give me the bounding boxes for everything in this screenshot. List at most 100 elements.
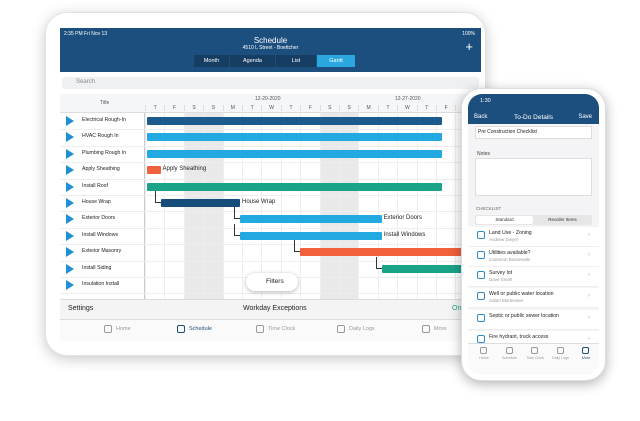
grid-col — [436, 113, 437, 299]
save[interactable]: Save — [578, 114, 592, 120]
checklist-tab[interactable]: Standard — [476, 216, 533, 224]
nav-icon[interactable] — [256, 325, 264, 333]
nav-icon[interactable] — [480, 347, 487, 354]
nav-icon[interactable] — [104, 325, 112, 333]
nav-label[interactable]: Home — [116, 326, 131, 332]
nav-label[interactable]: Home — [479, 356, 489, 360]
on: On — [452, 305, 462, 312]
bar-label: Install Windows — [383, 231, 426, 238]
nav-label[interactable]: Time Clock — [268, 326, 296, 332]
checkbox[interactable] — [477, 271, 485, 279]
nav-icon[interactable] — [505, 347, 513, 354]
chevron: › — [588, 336, 590, 342]
tab[interactable]: Agenda — [230, 55, 275, 67]
row-line — [60, 244, 481, 246]
expand-arrow[interactable] — [66, 148, 74, 159]
chevron: › — [588, 315, 590, 321]
dependency-line — [234, 223, 241, 236]
checkbox[interactable] — [477, 314, 485, 322]
expand-arrow[interactable] — [66, 165, 74, 176]
checkbox[interactable] — [477, 292, 485, 300]
task-name: Exterior Doors — [82, 215, 116, 222]
grid-col — [300, 113, 302, 299]
expand-arrow[interactable] — [66, 247, 74, 258]
item-row[interactable] — [468, 227, 599, 247]
tab[interactable]: Month — [194, 55, 229, 67]
nav-label[interactable]: Schedule — [502, 356, 517, 360]
grid-col — [397, 113, 399, 299]
gantt-bar — [146, 166, 161, 175]
expand-arrow[interactable] — [66, 280, 74, 290]
nav-icon[interactable] — [337, 325, 345, 333]
item-row[interactable] — [468, 310, 599, 330]
gantt-bar — [146, 149, 442, 158]
checklist-tab[interactable]: Reorder Items — [548, 217, 577, 222]
expand-arrow[interactable] — [66, 263, 74, 274]
day-label: S — [183, 105, 203, 111]
checklist: CHECKLIST — [476, 206, 502, 211]
nav-label[interactable]: Daily Logs — [349, 326, 375, 332]
chevron: › — [588, 293, 590, 299]
nav-icon[interactable] — [582, 347, 589, 354]
checkbox[interactable] — [477, 251, 485, 259]
filters[interactable]: Filters — [266, 278, 284, 285]
add-button[interactable]: + — [465, 39, 473, 54]
title: Schedule — [253, 36, 288, 45]
day-label: T — [416, 105, 436, 111]
date-label: 12-27-2020 — [395, 96, 421, 102]
back[interactable]: Back — [474, 114, 488, 120]
nav-icon[interactable] — [177, 325, 185, 333]
status-time: 2:35 PM Fri Nov 13 — [64, 31, 108, 37]
nav-label[interactable]: More — [581, 356, 591, 360]
bar-label: House Wrap — [242, 199, 276, 205]
settings[interactable]: Settings — [68, 305, 94, 312]
day-label: T — [145, 105, 164, 111]
row-line — [60, 293, 481, 295]
row-line — [60, 178, 481, 180]
task-name: HVAC Rough In — [82, 133, 119, 140]
filters-button[interactable] — [246, 273, 298, 291]
expand-arrow[interactable] — [66, 116, 74, 126]
expand-arrow[interactable] — [66, 132, 74, 143]
chevron: › — [588, 232, 590, 238]
grid-col — [145, 113, 146, 299]
day-label: F — [436, 105, 455, 111]
search[interactable]: Search — [76, 79, 96, 85]
expand-arrow[interactable] — [66, 181, 74, 192]
title: To-Do Details — [513, 114, 553, 121]
task-name: Install Siding — [82, 264, 112, 271]
nav-label[interactable]: Time Clock — [526, 356, 544, 360]
search-bar — [62, 77, 479, 89]
expand-arrow[interactable] — [66, 214, 74, 225]
nav-icon[interactable] — [556, 347, 564, 354]
task-name: Insulation Install — [82, 281, 120, 287]
gantt-bar — [240, 215, 382, 224]
grid-col — [455, 113, 457, 299]
tab[interactable]: List — [276, 55, 316, 67]
checkbox[interactable] — [477, 231, 485, 239]
item-row[interactable] — [468, 247, 599, 267]
tab[interactable]: Gantt — [317, 55, 355, 67]
day-label: F — [300, 105, 319, 111]
day-label: S — [339, 105, 358, 111]
nav-label[interactable]: Schedule — [189, 326, 212, 332]
day-label: M — [222, 105, 242, 111]
item-row[interactable] — [468, 288, 599, 308]
item-title: Land Use - Zoning — [489, 230, 532, 236]
nav-icon[interactable] — [422, 325, 430, 333]
nav-label[interactable]: Daily Logs — [552, 356, 569, 360]
workday[interactable]: Workday Exceptions — [243, 305, 307, 312]
nav-label[interactable]: More — [434, 326, 447, 332]
item-title: Well or public water location — [489, 291, 554, 297]
grid-col — [261, 113, 263, 299]
notes-box[interactable] — [475, 158, 592, 196]
nav-icon[interactable] — [531, 347, 538, 354]
checkbox[interactable] — [477, 335, 485, 343]
field-box — [475, 126, 592, 139]
row-line — [60, 145, 481, 147]
item-assignee: Dave Smith — [489, 277, 513, 282]
battery: 100% — [462, 31, 475, 37]
expand-arrow[interactable] — [66, 230, 74, 241]
expand-arrow[interactable] — [66, 198, 74, 208]
item-row[interactable] — [468, 267, 599, 287]
